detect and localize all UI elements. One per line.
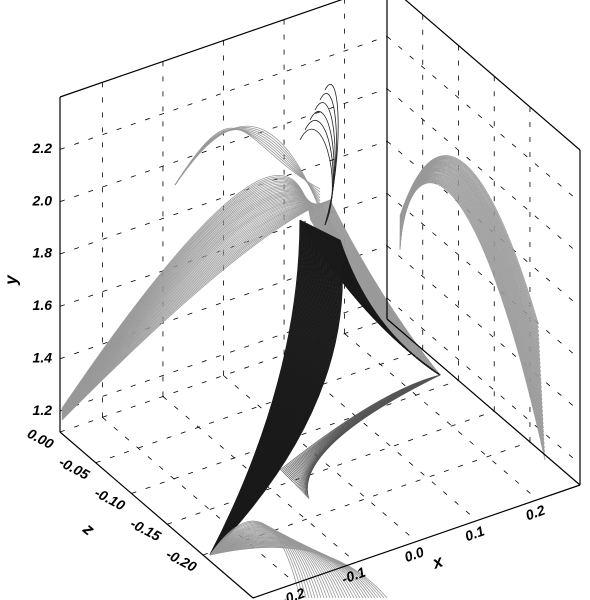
- surface-contour: [299, 374, 441, 491]
- z-tick-label: -0.10: [92, 484, 128, 513]
- y-tick-label: 1.2: [33, 402, 53, 418]
- surface-contour: [209, 536, 352, 599]
- grid-line: [386, 245, 581, 413]
- surface-contour: [399, 156, 539, 333]
- surface-contour: [61, 175, 441, 409]
- z-tick-label: -0.20: [164, 546, 200, 575]
- surface-contour: [209, 532, 337, 599]
- surface-contour: [209, 531, 334, 599]
- grid-line: [386, 140, 581, 308]
- x-tick-label: 0.1: [463, 522, 487, 544]
- box-edge: [59, 431, 254, 599]
- surface-contour: [302, 374, 441, 494]
- grid-line: [386, 88, 581, 255]
- x-tick-label: -0.1: [339, 563, 367, 586]
- x-axis-label: x: [429, 551, 447, 573]
- y-axis-label: y: [1, 274, 20, 286]
- surface-contour: [61, 200, 441, 416]
- y-tick-label: 1.4: [33, 349, 53, 365]
- box-edge: [386, 318, 581, 486]
- grid-line: [59, 35, 388, 150]
- surface-contour: [399, 157, 540, 337]
- grid-line: [223, 375, 417, 542]
- surface-contour: [209, 539, 361, 599]
- surface-contour: [209, 537, 355, 599]
- surface-contour: [304, 374, 441, 496]
- surface-contour: [209, 538, 358, 599]
- z-axis-label: z: [79, 519, 99, 540]
- box-edge: [59, 0, 343, 98]
- z-tick-label: -0.05: [56, 454, 92, 483]
- grid-line: [59, 88, 388, 203]
- surface-contour: [303, 374, 441, 495]
- grid-line: [167, 410, 495, 525]
- grid-line: [386, 297, 581, 465]
- grid-line: [131, 380, 459, 494]
- grid-line: [102, 417, 296, 584]
- surface-contour: [209, 239, 343, 556]
- surface-contour: [301, 374, 441, 493]
- x-tick-label: 0.0: [402, 543, 426, 565]
- surface-contour: [399, 155, 539, 325]
- grid-line: [386, 36, 581, 203]
- grid-line: [162, 396, 357, 563]
- surface-contour: [399, 155, 539, 329]
- grid-line: [95, 349, 423, 464]
- grid-line: [344, 333, 538, 500]
- surface-contour: [174, 127, 321, 190]
- z-tick-label: -0.15: [128, 515, 164, 544]
- box-edge: [404, 0, 581, 151]
- y-tick-label: 2.0: [32, 192, 53, 208]
- grid-line: [202, 441, 531, 556]
- surface-contour: [339, 239, 441, 376]
- surface-contour: [300, 374, 441, 492]
- surface-contour: [209, 546, 385, 599]
- surface-contour: [209, 547, 388, 599]
- y-tick-label: 1.6: [33, 297, 53, 313]
- z-tick-label: 0.00: [25, 425, 57, 452]
- surface-contour: [209, 534, 346, 599]
- surface-contour: [305, 374, 441, 497]
- surface-contour: [324, 83, 339, 226]
- box-edge: [252, 484, 581, 599]
- surface-contour: [209, 533, 343, 599]
- y-tick-label: 2.2: [32, 140, 53, 156]
- surface-contour: [209, 543, 376, 599]
- surface-contour: [209, 545, 382, 599]
- surface-contour: [174, 128, 321, 193]
- surface-contour: [307, 374, 441, 500]
- surface-contour: [209, 544, 379, 599]
- surface-contour: [209, 535, 349, 599]
- y-tick-label: 1.8: [33, 245, 53, 261]
- surface-contour: [209, 532, 340, 599]
- grid-line: [283, 354, 478, 521]
- x-tick-label: 0.2: [523, 502, 547, 524]
- grid-line: [386, 193, 581, 360]
